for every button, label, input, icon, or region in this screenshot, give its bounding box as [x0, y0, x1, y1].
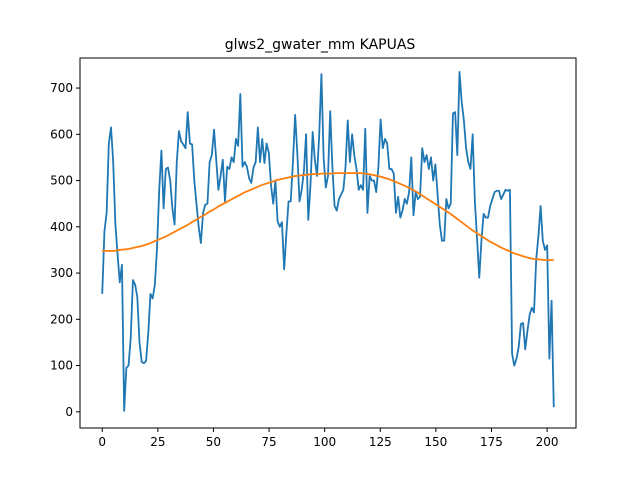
- x-tick-label: 200: [536, 435, 559, 449]
- x-tick-label: 0: [98, 435, 106, 449]
- chart-title: glws2_gwater_mm KAPUAS: [225, 37, 416, 53]
- y-tick-label: 700: [50, 81, 73, 95]
- y-tick-label: 400: [50, 220, 73, 234]
- y-tick-label: 200: [50, 312, 73, 326]
- series-line-1: [101, 70, 555, 412]
- y-tick-label: 100: [50, 359, 73, 373]
- x-tick-label: 150: [424, 435, 447, 449]
- y-tick-label: 600: [50, 127, 73, 141]
- x-tick-label: 50: [206, 435, 221, 449]
- x-axis: 0 25 50 75 100 125 150 175 200: [98, 428, 559, 449]
- series-line-2: [102, 172, 554, 262]
- x-tick-label: 75: [261, 435, 276, 449]
- y-axis: 0 100 200 300 400 500 600 700: [50, 81, 80, 419]
- y-tick-label: 0: [65, 405, 73, 419]
- x-tick-label: 125: [369, 435, 392, 449]
- x-tick-label: 25: [150, 435, 165, 449]
- x-tick-label: 175: [480, 435, 503, 449]
- series-layer: [101, 70, 555, 412]
- y-tick-label: 500: [50, 174, 73, 188]
- x-tick-label: 100: [313, 435, 336, 449]
- y-tick-label: 300: [50, 266, 73, 280]
- plot-frame: [79, 57, 577, 429]
